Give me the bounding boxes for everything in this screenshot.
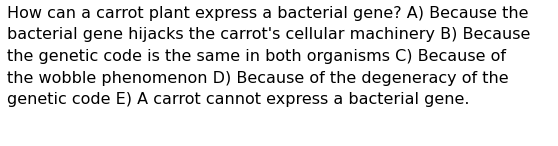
Text: How can a carrot plant express a bacterial gene? A) Because the
bacterial gene h: How can a carrot plant express a bacteri… <box>7 6 531 107</box>
